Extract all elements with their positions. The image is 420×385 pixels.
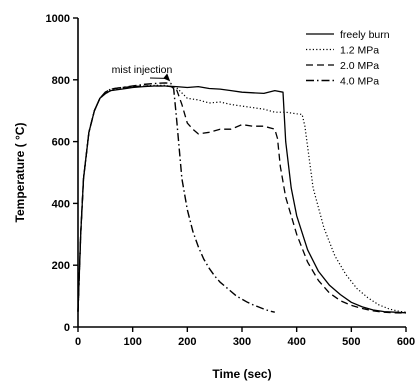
legend-item-4-0-mpa: 4.0 MPa xyxy=(306,76,379,88)
series-lines xyxy=(77,82,407,314)
y-tick-label: 0 xyxy=(64,322,70,334)
x-tick-label: 600 xyxy=(397,336,415,348)
x-axis-ticks: 0 100 200 300 400 500 600 xyxy=(75,327,415,348)
legend-item-2-0-mpa: 2.0 MPa xyxy=(306,60,379,72)
legend-item-1-2-mpa: 1.2 MPa xyxy=(306,45,379,57)
y-axis-ticks: 0 200 400 600 800 1000 xyxy=(46,13,78,334)
x-tick-label: 300 xyxy=(233,336,251,348)
series-line-2-0-mpa xyxy=(77,85,407,314)
y-tick-label: 200 xyxy=(52,260,70,272)
x-tick-label: 400 xyxy=(287,336,305,348)
x-tick-label: 200 xyxy=(178,336,196,348)
x-axis-title: Time (sec) xyxy=(212,367,271,381)
legend: freely burn 1.2 MPa 2.0 MPa 4.0 MPa xyxy=(306,29,390,88)
mist-injection-arrowhead xyxy=(163,73,171,82)
x-tick-label: 0 xyxy=(75,336,81,348)
x-tick-label: 500 xyxy=(342,336,360,348)
legend-label-4-0-mpa: 4.0 MPa xyxy=(340,76,379,88)
annotation: mist injection xyxy=(112,64,173,82)
legend-label-2-0-mpa: 2.0 MPa xyxy=(340,60,379,72)
legend-label-freely-burn: freely burn xyxy=(340,29,390,41)
y-tick-label: 1000 xyxy=(46,13,70,25)
y-axis-title: Temperature ( °C) xyxy=(13,123,27,223)
legend-label-1-2-mpa: 1.2 MPa xyxy=(340,45,379,57)
y-tick-label: 600 xyxy=(52,137,70,149)
series-line-freely-burn xyxy=(77,85,407,314)
y-tick-label: 400 xyxy=(52,198,70,210)
mist-injection-label: mist injection xyxy=(112,64,173,76)
x-tick-label: 100 xyxy=(123,336,141,348)
series-line-4-0-mpa xyxy=(77,82,275,313)
legend-item-freely-burn: freely burn xyxy=(306,29,390,41)
y-tick-label: 800 xyxy=(52,75,70,87)
